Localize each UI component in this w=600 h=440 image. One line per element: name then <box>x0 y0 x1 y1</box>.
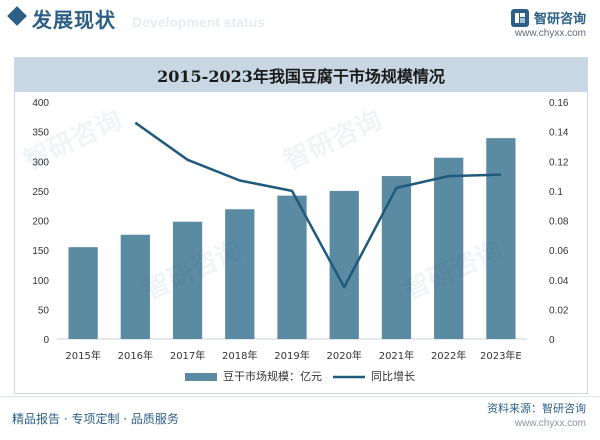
y-right-tick-label: 0.04 <box>549 276 569 287</box>
bar <box>172 221 203 339</box>
x-tick-label: 2017年 <box>170 349 205 362</box>
footer-slogan: 精品报告 · 专项定制 · 品质服务 <box>12 412 179 426</box>
bar <box>277 195 307 339</box>
bar <box>434 157 464 339</box>
x-tick-label: 2019年 <box>274 349 309 362</box>
y-right-tick-label: 0.1 <box>549 187 563 198</box>
y-left-tick-label: 0 <box>43 335 49 346</box>
legend-line-label: 同比增长 <box>371 369 415 383</box>
chart-title-bar: 2015-2023年我国豆腐干市场规模情况 <box>15 58 587 92</box>
chart-panel: 2015-2023年我国豆腐干市场规模情况 0 50 100 150 200 250 300… <box>14 57 588 394</box>
bar <box>486 138 516 339</box>
chart-title: 2015-2023年我国豆腐干市场规模情况 <box>157 67 445 86</box>
x-tick-label: 2021年 <box>379 349 414 362</box>
x-tick-label: 2018年 <box>222 349 257 362</box>
bar <box>120 234 150 339</box>
y-left-tick-label: 100 <box>32 276 49 287</box>
bar <box>329 190 359 339</box>
y-left-tick-label: 250 <box>32 187 49 198</box>
footer-site: www.chyxx.com <box>514 418 586 429</box>
legend-bar-label: 豆干市场规模：亿元 <box>223 369 322 383</box>
y-left-tick-label: 300 <box>32 157 49 168</box>
y-right-tick-label: 0 <box>549 335 555 346</box>
x-tick-label: 2015年 <box>65 349 100 362</box>
x-tick-label: 2020年 <box>326 349 361 362</box>
bar <box>225 209 255 339</box>
bar <box>68 247 98 339</box>
footer: 精品报告 · 专项定制 · 品质服务 资料来源：智研咨询 www.chyxx.c… <box>0 396 600 440</box>
brand-site: www.chyxx.com <box>514 28 586 39</box>
x-tick-label: 2022年 <box>431 349 466 362</box>
y-right-tick-label: 0.12 <box>549 157 569 168</box>
x-tick-label: 2016年 <box>118 349 153 362</box>
legend-bar-swatch <box>185 373 217 381</box>
bar <box>381 176 412 339</box>
y-left-tick-label: 200 <box>32 217 49 228</box>
section-title: 发展现状 <box>32 8 116 32</box>
y-right-tick-label: 0.14 <box>549 128 569 139</box>
growth-line <box>134 121 501 289</box>
brand[interactable]: 智研咨询 www.chyxx.com <box>510 8 586 39</box>
y-right-tick-label: 0.02 <box>549 305 569 316</box>
x-tick-label: 2023年E <box>480 349 522 362</box>
brand-name: 智研咨询 <box>533 12 586 27</box>
y-right-tick-label: 0.08 <box>549 217 569 228</box>
diamond-icon <box>7 6 27 26</box>
brand-logo-icon <box>510 8 529 27</box>
section-subtitle-ghost: Development status <box>132 14 266 30</box>
y-left-tick-label: 50 <box>38 305 50 316</box>
data-source: 资料来源：智研咨询 <box>487 402 586 415</box>
y-left-tick-label: 150 <box>32 246 49 257</box>
footer-divider <box>0 396 600 397</box>
y-left-tick-label: 400 <box>32 98 49 109</box>
y-left-tick-label: 350 <box>32 128 49 139</box>
y-right-tick-label: 0.06 <box>549 246 569 257</box>
chart-svg: 0 50 100 150 200 250 300 350 400 0 0.02 0.04 0.06 0.0… <box>32 98 569 383</box>
header: 发展现状 Development status 智研咨询 www.chyxx.c… <box>0 0 600 44</box>
y-right-tick-label: 0.16 <box>549 98 569 109</box>
